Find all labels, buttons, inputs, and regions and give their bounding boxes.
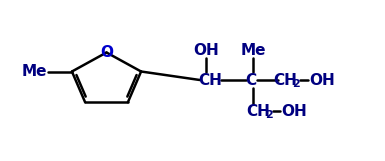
Text: C: C	[245, 72, 256, 88]
Text: 2: 2	[265, 110, 273, 120]
Text: CH: CH	[246, 104, 270, 119]
Text: OH: OH	[281, 104, 307, 119]
Text: OH: OH	[309, 72, 335, 88]
Text: CH: CH	[273, 72, 297, 88]
Text: O: O	[100, 45, 113, 60]
Text: 2: 2	[292, 79, 300, 89]
Text: Me: Me	[240, 43, 266, 58]
Text: OH: OH	[193, 43, 219, 58]
Text: CH: CH	[198, 72, 222, 88]
Text: Me: Me	[22, 64, 47, 79]
